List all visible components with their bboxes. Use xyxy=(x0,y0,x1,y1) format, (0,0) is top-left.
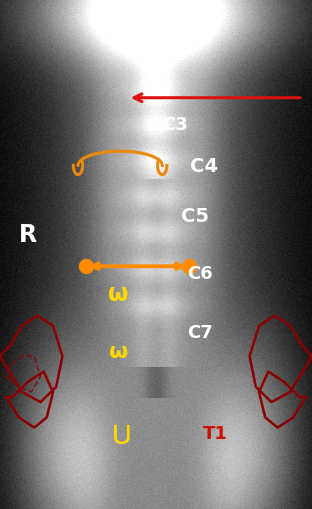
Text: C3: C3 xyxy=(162,116,188,134)
Text: ω: ω xyxy=(109,342,128,362)
Text: ⋃: ⋃ xyxy=(113,423,130,444)
Text: C7: C7 xyxy=(187,324,213,343)
Text: ω: ω xyxy=(108,282,129,306)
Text: C5: C5 xyxy=(181,207,209,227)
Text: C4: C4 xyxy=(190,157,218,177)
Text: C6: C6 xyxy=(187,265,213,283)
Text: T1: T1 xyxy=(203,425,228,443)
Text: R: R xyxy=(19,223,37,247)
